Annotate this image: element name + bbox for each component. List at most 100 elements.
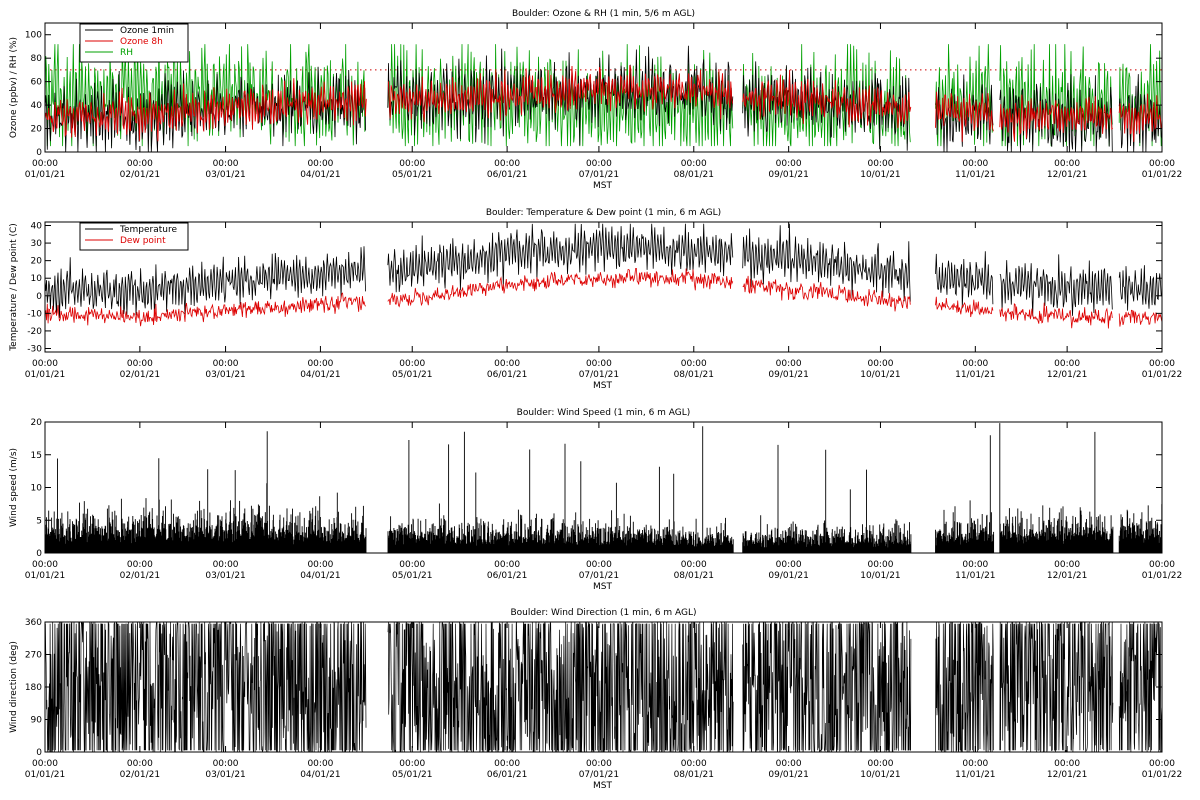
plot-area [45, 622, 1162, 752]
x-tick-time-label: 00:00 [213, 359, 239, 369]
x-tick-time-label: 00:00 [127, 560, 153, 570]
chart-panel-4: Boulder: Wind Direction (1 min, 6 m AGL)… [9, 608, 1182, 791]
x-axis-label: MST [593, 181, 612, 191]
x-tick-time-label: 00:00 [681, 759, 707, 769]
plot-area [45, 223, 1162, 329]
chart-title: Boulder: Wind Speed (1 min, 6 m AGL) [517, 408, 691, 418]
x-tick-label: 11/01/21 [955, 770, 995, 780]
chart-panel-1: Boulder: Ozone & RH (1 min, 5/6 m AGL) Oz… [9, 9, 1182, 191]
x-tick-label: 07/01/21 [579, 571, 619, 581]
y-tick-label: -30 [27, 344, 42, 354]
x-tick-label: 12/01/21 [1047, 170, 1087, 180]
x-tick-time-label: 00:00 [494, 359, 520, 369]
x-tick-label: 09/01/21 [768, 770, 808, 780]
x-tick-label: 07/01/21 [579, 370, 619, 380]
y-tick-label: 270 [25, 651, 42, 661]
x-tick-label: 01/01/21 [25, 370, 65, 380]
x-tick-time-label: 00:00 [32, 560, 58, 570]
y-tick-label: 90 [31, 716, 43, 726]
x-tick-label: 04/01/21 [300, 370, 340, 380]
x-tick-time-label: 00:00 [127, 159, 153, 169]
x-tick-label: 02/01/21 [120, 170, 160, 180]
x-tick-time-label: 00:00 [399, 159, 425, 169]
x-tick-time-label: 00:00 [1054, 159, 1080, 169]
y-tick-label: 180 [25, 683, 42, 693]
x-tick-label: 11/01/21 [955, 571, 995, 581]
x-tick-label: 09/01/21 [768, 370, 808, 380]
x-tick-time-label: 00:00 [776, 759, 802, 769]
x-tick-time-label: 00:00 [307, 159, 333, 169]
x-tick-time-label: 00:00 [213, 759, 239, 769]
x-tick-time-label: 00:00 [776, 159, 802, 169]
legend-label: Temperature [119, 225, 177, 235]
x-tick-label: 10/01/21 [860, 170, 900, 180]
y-tick-label: 20 [31, 257, 43, 267]
x-tick-label: 09/01/21 [768, 571, 808, 581]
series-line-dew-point [45, 267, 1162, 329]
x-tick-time-label: 00:00 [962, 359, 988, 369]
x-tick-time-label: 00:00 [32, 359, 58, 369]
x-tick-label: 05/01/21 [392, 770, 432, 780]
chart-title: Boulder: Temperature & Dew point (1 min,… [486, 208, 721, 218]
chart-title: Boulder: Ozone & RH (1 min, 5/6 m AGL) [512, 9, 695, 19]
x-tick-time-label: 00:00 [867, 359, 893, 369]
x-tick-time-label: 00:00 [32, 159, 58, 169]
x-tick-label: 10/01/21 [860, 571, 900, 581]
y-tick-label: 15 [31, 451, 42, 461]
x-tick-label: 12/01/21 [1047, 370, 1087, 380]
y-tick-label: 360 [25, 618, 42, 628]
chart-title: Boulder: Wind Direction (1 min, 6 m AGL) [510, 608, 696, 618]
y-tick-label: 40 [31, 222, 43, 232]
x-tick-label: 03/01/21 [205, 770, 245, 780]
y-tick-label: 20 [31, 125, 43, 135]
y-tick-label: 60 [31, 78, 43, 88]
legend-label: Ozone 1min [120, 26, 174, 36]
x-tick-label: 02/01/21 [120, 370, 160, 380]
x-tick-label: 01/01/22 [1142, 571, 1182, 581]
x-tick-label: 07/01/21 [579, 170, 619, 180]
x-tick-label: 06/01/21 [487, 370, 527, 380]
x-tick-time-label: 00:00 [307, 560, 333, 570]
legend-label: RH [120, 48, 133, 58]
x-tick-label: 06/01/21 [487, 170, 527, 180]
y-tick-label: 5 [36, 516, 42, 526]
x-tick-label: 01/01/22 [1142, 170, 1182, 180]
series-line-ozone-8h [45, 64, 1162, 142]
x-tick-time-label: 00:00 [1054, 759, 1080, 769]
series-line-wind-speed [45, 423, 1162, 553]
x-tick-time-label: 00:00 [127, 359, 153, 369]
x-tick-label: 04/01/21 [300, 170, 340, 180]
x-tick-time-label: 00:00 [586, 159, 612, 169]
x-tick-label: 12/01/21 [1047, 571, 1087, 581]
x-tick-time-label: 00:00 [681, 560, 707, 570]
series-line-wind-direction [45, 622, 1162, 752]
x-tick-time-label: 00:00 [962, 560, 988, 570]
legend-box [79, 222, 189, 251]
x-tick-time-label: 00:00 [962, 159, 988, 169]
x-tick-time-label: 00:00 [127, 759, 153, 769]
y-axis-label: Ozone (ppbv) / RH (%) [9, 37, 19, 138]
x-tick-time-label: 00:00 [32, 759, 58, 769]
x-tick-label: 08/01/21 [674, 571, 714, 581]
plot-area [45, 44, 1162, 152]
y-axis-label: Wind direction (deg) [9, 641, 19, 733]
y-axis-label: Temperature / Dew point (C) [9, 223, 19, 352]
y-tick-label: 20 [31, 418, 43, 428]
x-tick-label: 02/01/21 [120, 770, 160, 780]
y-tick-label: 0 [36, 148, 42, 158]
x-tick-time-label: 00:00 [399, 359, 425, 369]
x-tick-time-label: 00:00 [681, 159, 707, 169]
x-tick-label: 05/01/21 [392, 571, 432, 581]
y-tick-label: 10 [31, 274, 43, 284]
legend-label: Ozone 8h [120, 37, 163, 47]
x-tick-time-label: 00:00 [586, 359, 612, 369]
y-tick-label: 80 [31, 54, 43, 64]
x-tick-time-label: 00:00 [213, 159, 239, 169]
x-tick-label: 03/01/21 [205, 370, 245, 380]
x-tick-label: 11/01/21 [955, 170, 995, 180]
x-tick-time-label: 00:00 [494, 759, 520, 769]
x-tick-time-label: 00:00 [681, 359, 707, 369]
x-tick-time-label: 00:00 [586, 560, 612, 570]
x-tick-time-label: 00:00 [1054, 359, 1080, 369]
